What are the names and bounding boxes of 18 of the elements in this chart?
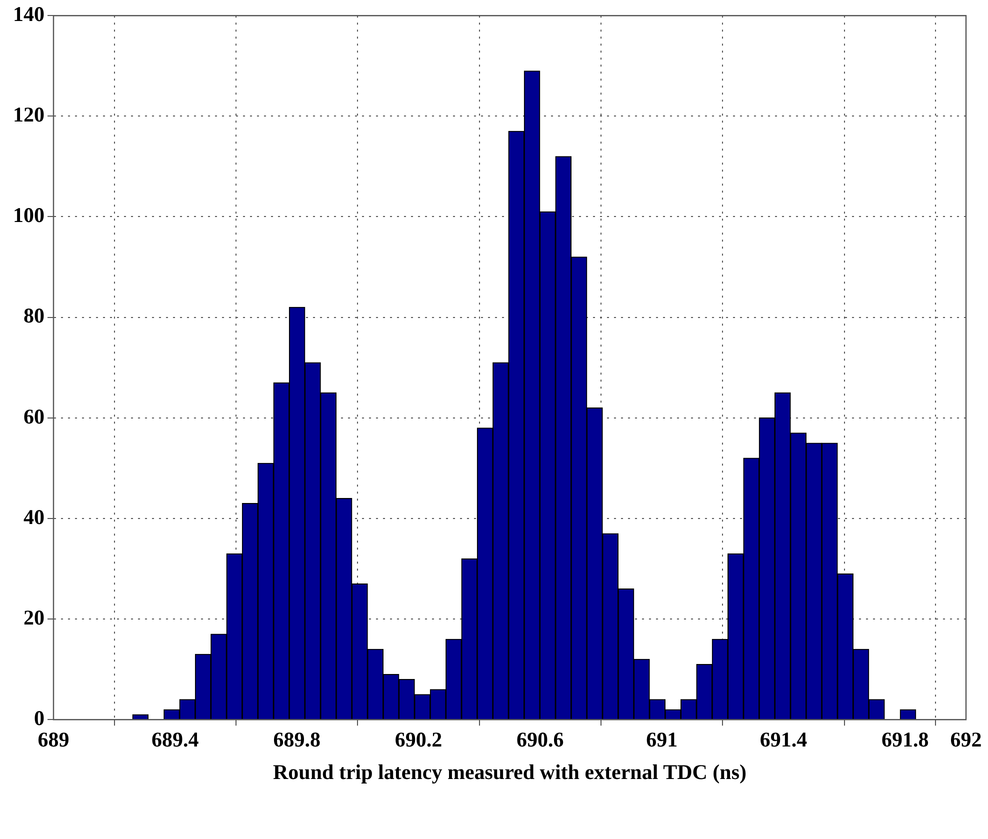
x-tick-label: 690.6 [516, 728, 564, 752]
y-tick-label: 0 [34, 706, 44, 730]
y-tick-label: 60 [24, 404, 44, 428]
x-tick-label: 689 [38, 728, 70, 752]
x-tick-label: 689.4 [152, 728, 200, 752]
x-tick-label: 689.8 [273, 728, 320, 752]
x-tick-label: 691.4 [760, 728, 808, 752]
y-tick-label: 140 [13, 2, 44, 26]
x-tick-label: 692 [950, 728, 982, 752]
x-tick-label: 691.8 [882, 728, 929, 752]
x-tick-label: 690.2 [394, 728, 442, 752]
y-tick-label: 80 [24, 304, 44, 328]
y-tick-label: 100 [13, 203, 44, 228]
y-tick-label: 120 [13, 102, 44, 127]
y-tick-label: 20 [24, 605, 44, 630]
y-tick-label: 40 [24, 504, 44, 529]
x-tick-label: 691 [646, 728, 678, 752]
x-axis-title: Round trip latency measured with external TDC (ns) [273, 760, 746, 784]
